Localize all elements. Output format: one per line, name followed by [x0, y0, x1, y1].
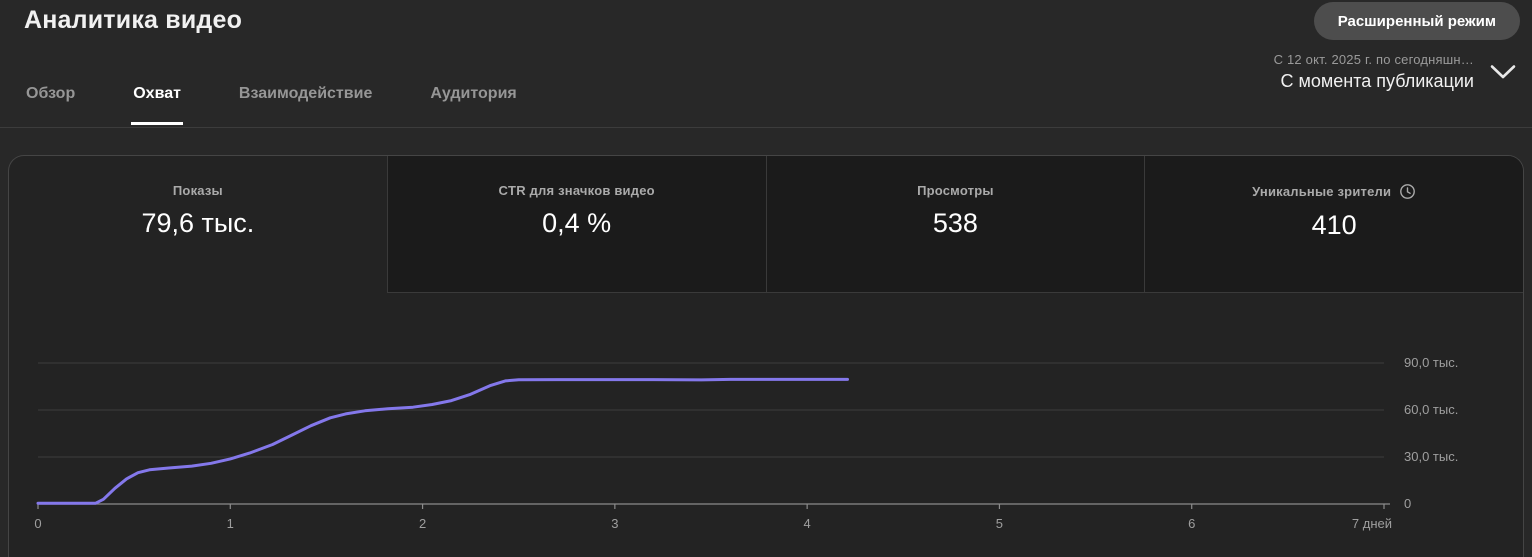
- metric-label-text: Уникальные зрители: [1252, 184, 1392, 199]
- y-axis-tick-label: 30,0 тыс.: [1404, 449, 1459, 464]
- tab-engagement[interactable]: Взаимодействие: [238, 85, 373, 102]
- metric-card-ctr[interactable]: CTR для значков видео 0,4 %: [386, 156, 766, 293]
- metric-card-views[interactable]: Просмотры 538: [765, 156, 1145, 293]
- y-axis-tick-label: 60,0 тыс.: [1404, 402, 1459, 417]
- metric-value: 79,6 тыс.: [141, 208, 255, 238]
- metric-label: CTR для значков видео: [498, 183, 655, 198]
- x-axis-tick-label: 1: [226, 516, 234, 531]
- date-range-selector[interactable]: С 12 окт. 2025 г. по сегодняшн… С момент…: [1274, 52, 1516, 92]
- clock-icon: [1399, 183, 1416, 200]
- header-divider: [0, 127, 1532, 128]
- x-axis-tick-label: 0: [34, 516, 42, 531]
- x-axis-tick-label: 2: [418, 516, 427, 531]
- metric-label: Просмотры: [917, 183, 994, 198]
- date-range-mode: С момента публикации: [1280, 71, 1474, 91]
- advanced-mode-button[interactable]: Расширенный режим: [1313, 2, 1520, 40]
- metric-card-unique-viewers[interactable]: Уникальные зрители 410: [1144, 156, 1523, 293]
- x-axis-tick-label: 7 дней: [1351, 516, 1392, 531]
- y-axis-tick-label: 90,0 тыс.: [1404, 355, 1459, 370]
- x-axis-tick-label: 6: [1188, 516, 1196, 531]
- x-axis-tick-label: 4: [803, 516, 811, 531]
- metric-card-impressions[interactable]: Показы 79,6 тыс.: [9, 156, 387, 293]
- metric-value: 410: [1311, 210, 1357, 240]
- x-axis-tick-label: 5: [995, 516, 1004, 531]
- tab-reach[interactable]: Охват: [131, 84, 183, 125]
- metric-value: 0,4 %: [542, 208, 612, 238]
- tab-audience[interactable]: Аудитория: [430, 85, 517, 102]
- chevron-down-icon: [1490, 64, 1516, 80]
- page-title: Аналитика видео: [24, 6, 243, 34]
- analytics-tabs: Обзор Охват Взаимодействие Аудитория: [24, 84, 519, 125]
- tab-overview[interactable]: Обзор: [26, 85, 76, 102]
- metric-label: Показы: [172, 183, 223, 198]
- y-axis-tick-label: 0: [1404, 496, 1412, 511]
- metric-cards-row: Показы 79,6 тыс. CTR для значков видео 0…: [9, 156, 1523, 293]
- date-range-texts: С 12 окт. 2025 г. по сегодняшн… С момент…: [1274, 52, 1474, 92]
- metric-label: Уникальные зрители: [1145, 183, 1523, 200]
- metric-value: 538: [932, 208, 978, 238]
- date-range-text: С 12 окт. 2025 г. по сегодняшн…: [1273, 52, 1474, 67]
- analytics-card: Показы 79,6 тыс. CTR для значков видео 0…: [8, 155, 1524, 557]
- x-axis-tick-label: 3: [611, 516, 619, 531]
